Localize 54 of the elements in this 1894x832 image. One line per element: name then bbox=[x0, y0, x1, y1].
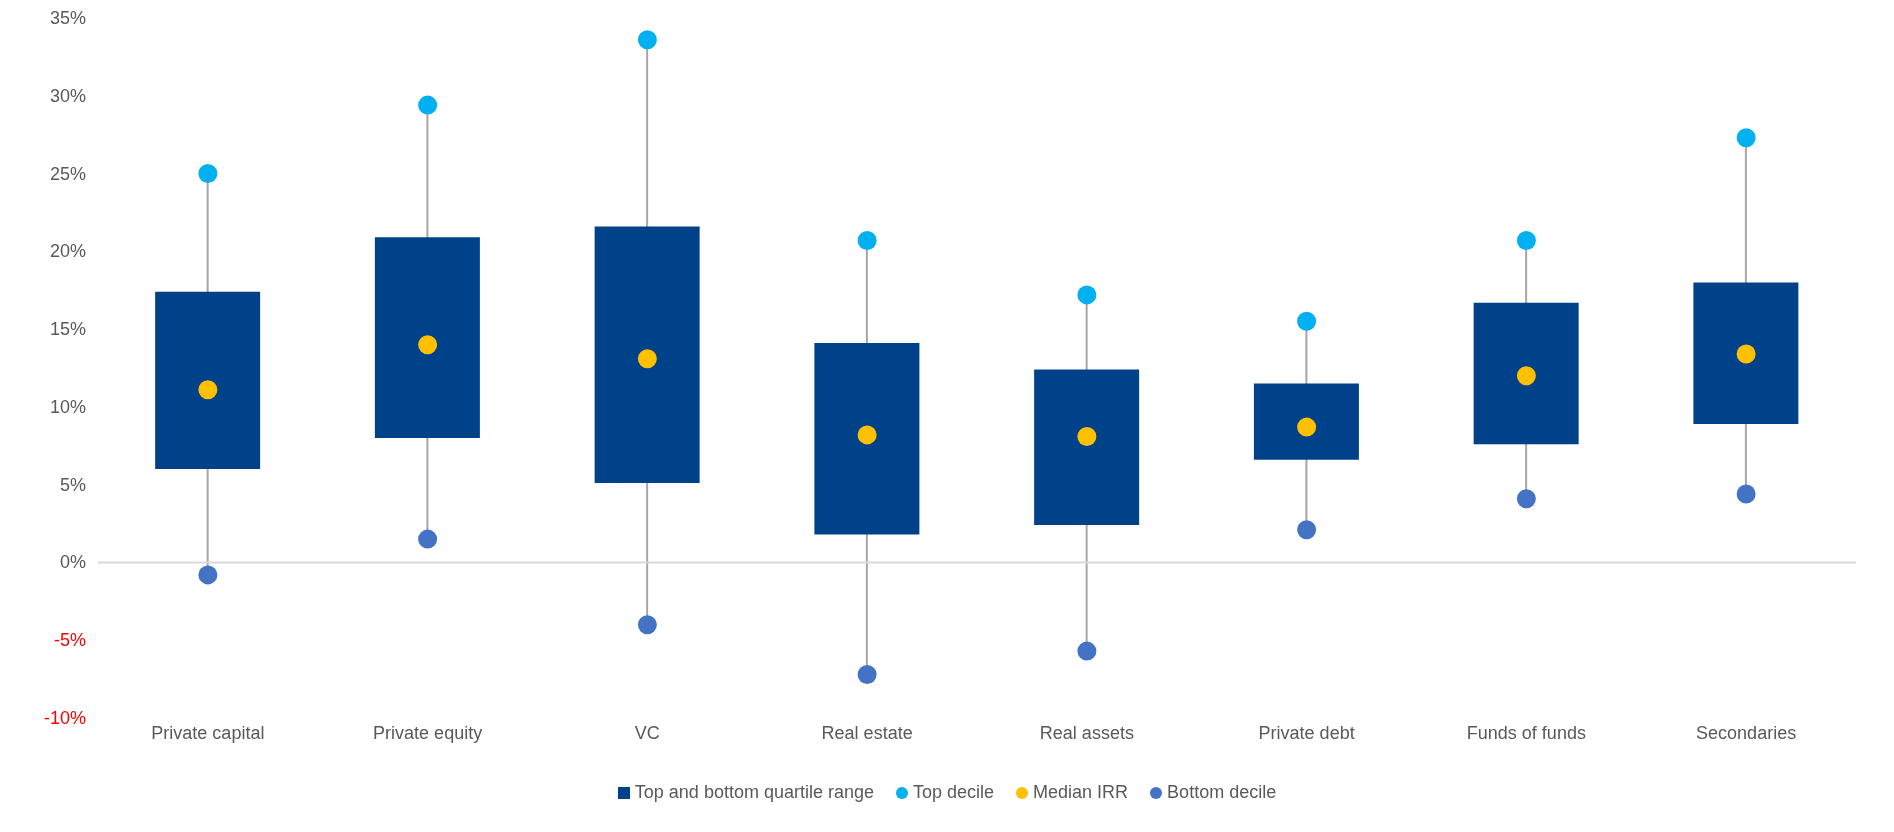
point bbox=[418, 529, 438, 549]
y-tick-label: 5% bbox=[59, 474, 86, 495]
point bbox=[1736, 484, 1756, 504]
bar bbox=[374, 237, 480, 438]
point bbox=[1736, 344, 1756, 364]
point bbox=[857, 425, 877, 445]
bar bbox=[1253, 383, 1359, 460]
point bbox=[637, 30, 657, 50]
point bbox=[637, 349, 657, 369]
bar bbox=[1034, 369, 1140, 526]
point bbox=[418, 335, 438, 355]
point bbox=[857, 664, 877, 684]
point bbox=[1736, 128, 1756, 148]
point bbox=[857, 230, 877, 250]
y-tick-label: 15% bbox=[49, 319, 86, 340]
legend-label: Top decile bbox=[913, 782, 995, 803]
y-tick-label: 35% bbox=[49, 8, 86, 28]
point bbox=[1297, 311, 1317, 331]
y-tick-label: 25% bbox=[49, 163, 86, 184]
point bbox=[1077, 285, 1097, 305]
legend-label: Median IRR bbox=[1033, 782, 1129, 803]
x-tick-label: Secondaries bbox=[1696, 722, 1797, 743]
bar bbox=[1693, 282, 1799, 424]
x-tick-label: Real assets bbox=[1039, 722, 1134, 743]
x-tick-label: Private debt bbox=[1258, 722, 1355, 743]
point bbox=[1077, 641, 1097, 661]
y-tick-label: 20% bbox=[49, 241, 86, 262]
point bbox=[1516, 230, 1536, 250]
bar bbox=[1473, 302, 1579, 445]
x-tick-label: Funds of funds bbox=[1466, 722, 1586, 743]
bar bbox=[594, 226, 700, 484]
x-tick-label: Private capital bbox=[151, 722, 265, 743]
point bbox=[1297, 417, 1317, 437]
point bbox=[1297, 520, 1317, 540]
y-tick-label: 30% bbox=[49, 85, 86, 106]
point bbox=[418, 95, 438, 115]
y-tick-label: -10% bbox=[43, 708, 86, 728]
y-tick-label: 10% bbox=[49, 396, 86, 417]
x-tick-label: VC bbox=[634, 722, 660, 743]
legend-label: Top and bottom quartile range bbox=[634, 782, 874, 803]
point bbox=[1077, 426, 1097, 446]
bar bbox=[814, 343, 920, 535]
point bbox=[637, 615, 657, 635]
y-tick-label: -5% bbox=[53, 630, 86, 651]
y-tick-label: 0% bbox=[59, 552, 86, 573]
legend-label: Bottom decile bbox=[1167, 782, 1277, 803]
point bbox=[198, 565, 218, 585]
point bbox=[1516, 489, 1536, 509]
bar bbox=[155, 291, 261, 470]
x-tick-label: Private equity bbox=[373, 722, 483, 743]
point bbox=[198, 380, 218, 400]
x-tick-label: Real estate bbox=[821, 722, 913, 743]
point bbox=[198, 164, 218, 184]
point bbox=[1516, 366, 1536, 386]
